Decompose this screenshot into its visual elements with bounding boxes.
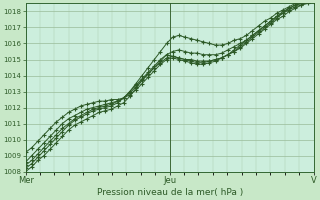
X-axis label: Pression niveau de la mer( hPa ): Pression niveau de la mer( hPa ) <box>97 188 243 197</box>
